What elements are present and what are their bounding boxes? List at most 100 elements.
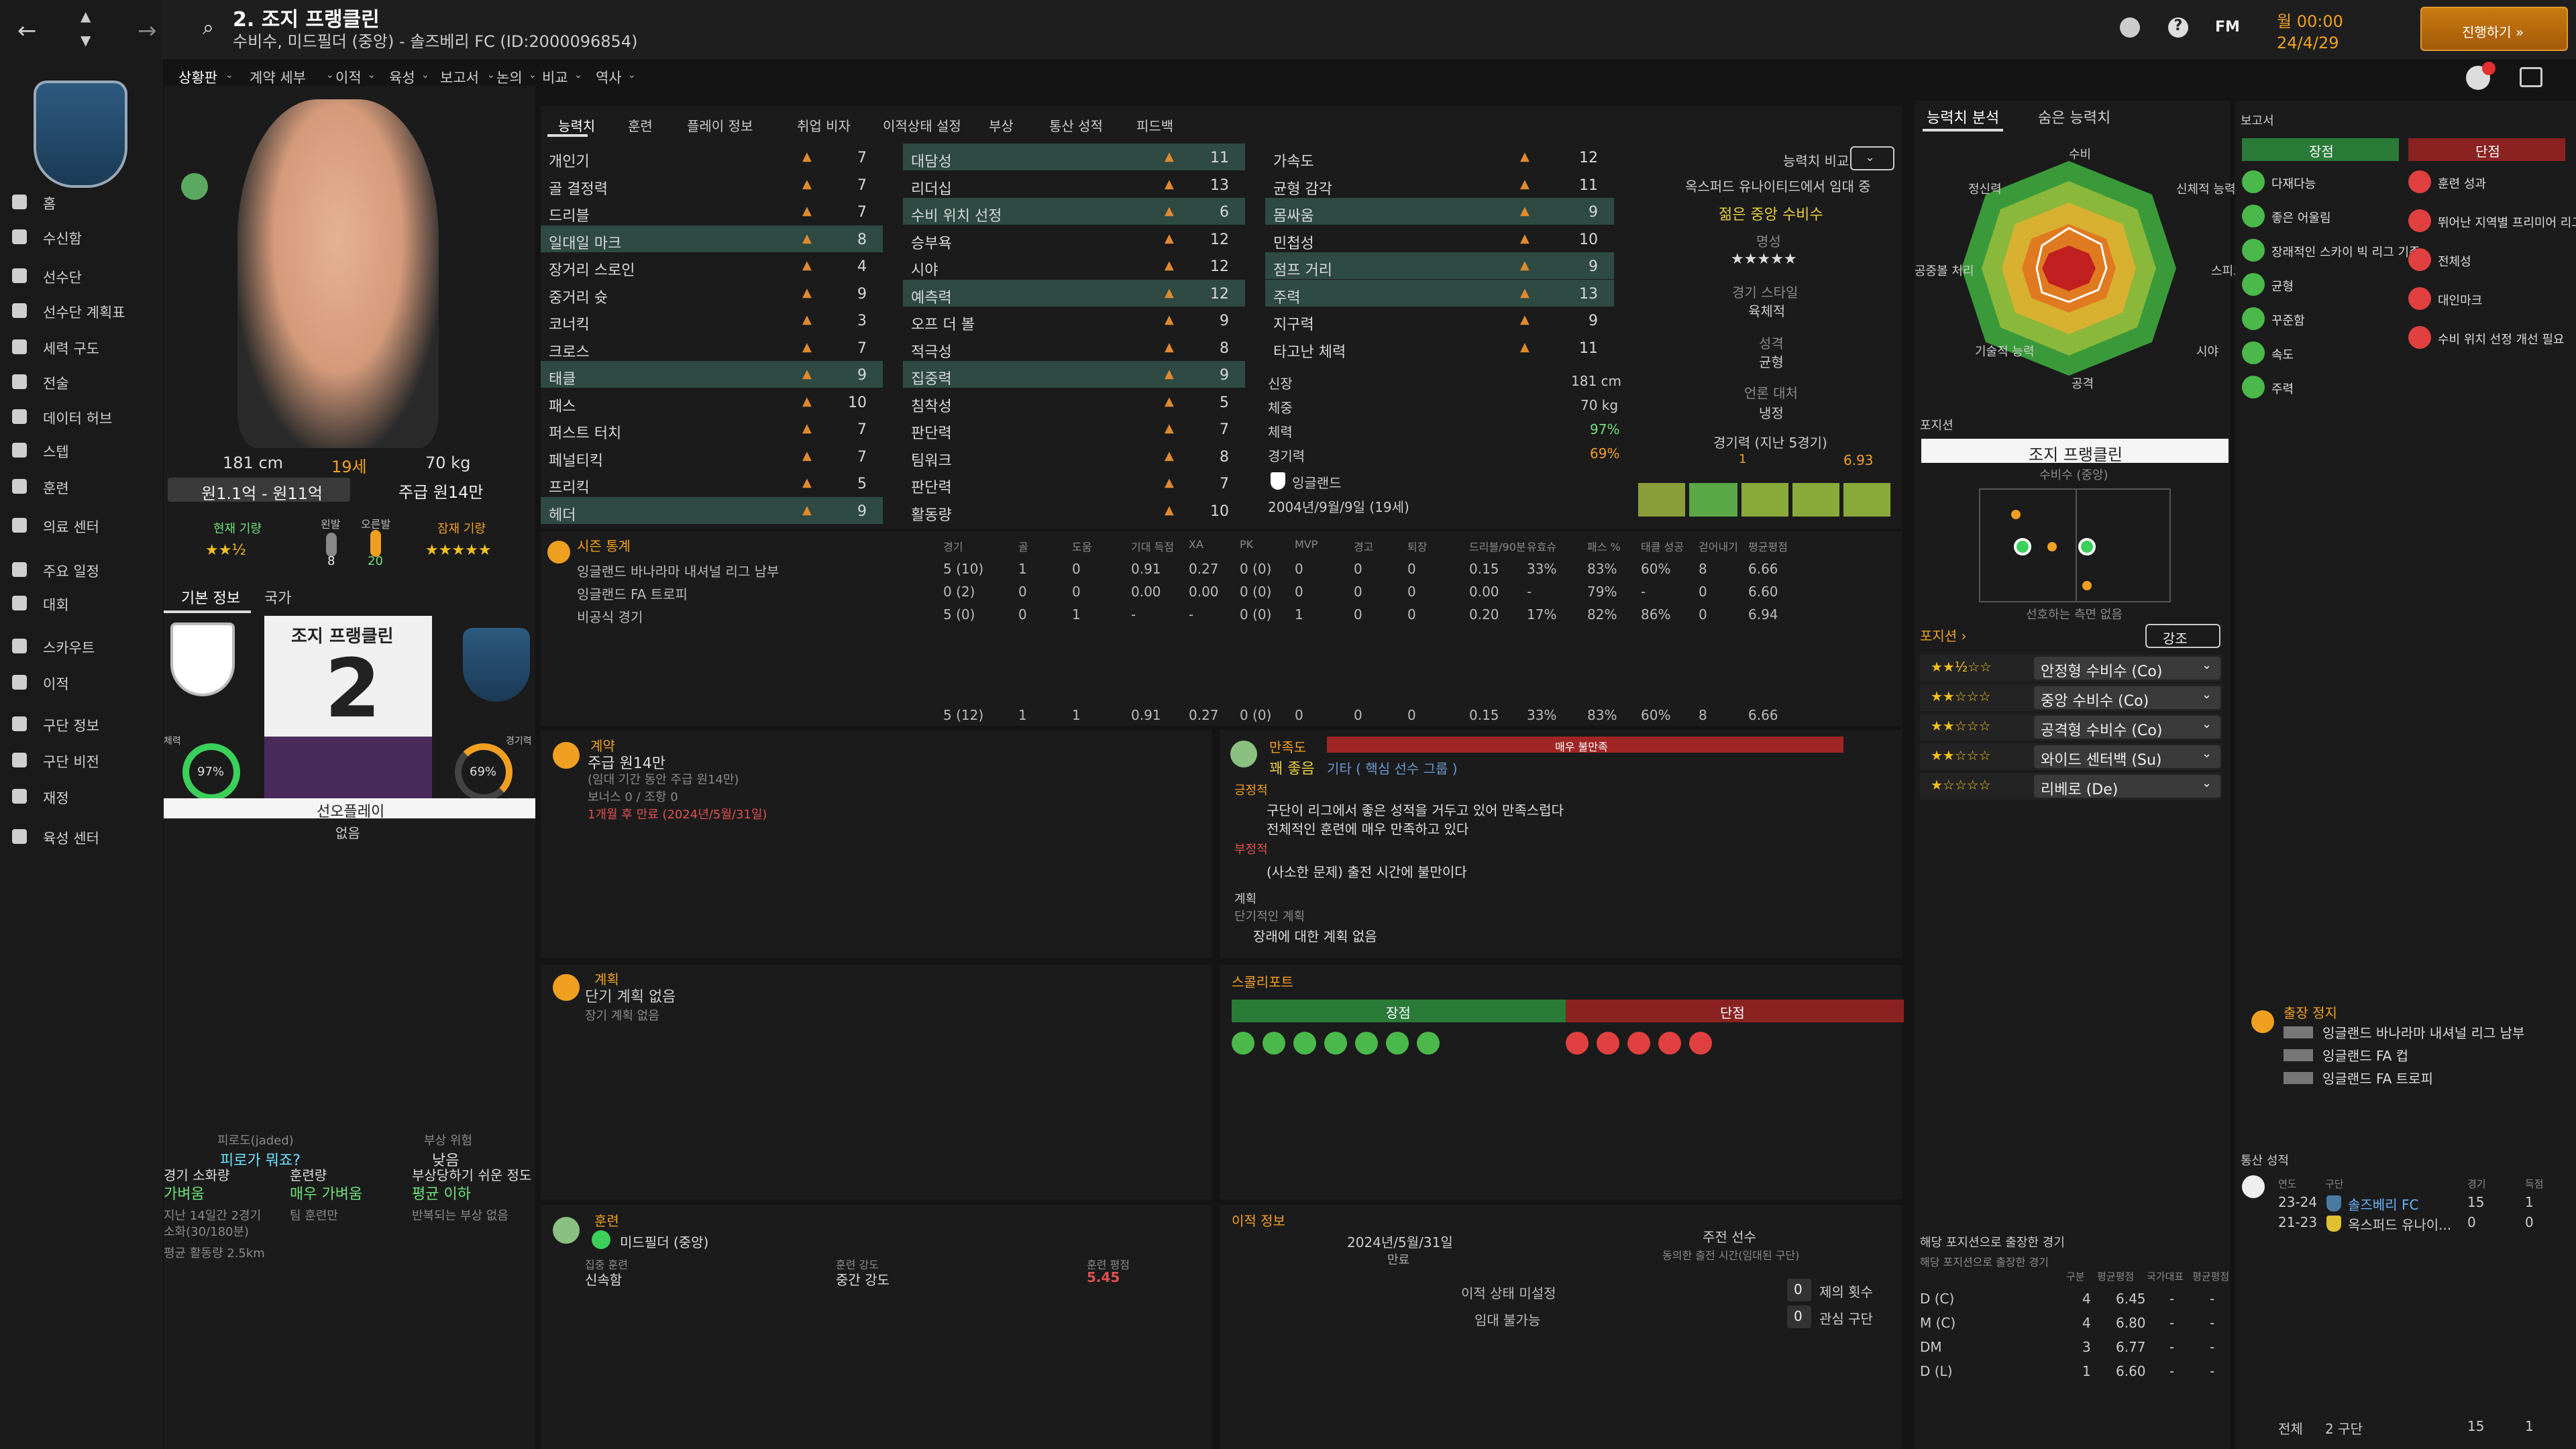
- attribute-row[interactable]: 개인기 ▲ 7: [541, 144, 883, 170]
- tab-attr-analysis[interactable]: 능력치 분석: [1927, 110, 2000, 127]
- attribute-row[interactable]: 판단력 ▲ 7: [903, 415, 1245, 442]
- scout-title[interactable]: 스콜리포트: [1232, 974, 1293, 990]
- attribute-row[interactable]: 태클 ▲ 9: [541, 361, 883, 388]
- tab[interactable]: 훈련: [628, 118, 653, 134]
- attribute-row[interactable]: 활동량 ▲ 10: [903, 497, 1245, 524]
- pro-item[interactable]: 다재다능: [2271, 177, 2316, 191]
- attribute-row[interactable]: 점프 거리 ▲ 9: [1265, 252, 1614, 279]
- tab-hidden-attrs[interactable]: 숨은 능력치: [2038, 110, 2111, 127]
- nav-item[interactable]: 보고서: [440, 70, 479, 86]
- sidebar-item[interactable]: 구단 정보: [0, 711, 161, 738]
- attribute-row[interactable]: 지구력 ▲ 9: [1265, 307, 1614, 333]
- role-dropdown[interactable]: 리베로 (De) ⌄: [2034, 775, 2220, 798]
- sidebar-item[interactable]: 대회: [0, 590, 161, 617]
- strength-icon[interactable]: [1355, 1032, 1378, 1055]
- sidebar-item[interactable]: 스텝: [0, 437, 161, 464]
- nav-item[interactable]: 계약 세부: [250, 70, 306, 86]
- attribute-row[interactable]: 승부욕 ▲ 12: [903, 225, 1245, 252]
- pro-item[interactable]: 좋은 어울림: [2271, 211, 2331, 225]
- nav-item[interactable]: 이적: [335, 70, 362, 86]
- attribute-row[interactable]: 예측력 ▲ 12: [903, 279, 1245, 307]
- attribute-row[interactable]: 헤더 ▲ 9: [541, 496, 883, 524]
- weakness-icon[interactable]: [1627, 1032, 1650, 1055]
- weakness-icon[interactable]: [1658, 1032, 1681, 1055]
- sidebar-item[interactable]: 재정: [0, 784, 161, 810]
- sidebar-item[interactable]: 주요 일정: [0, 557, 161, 584]
- pro-item[interactable]: 장래적인 스카이 빅 리그 기준: [2271, 246, 2420, 260]
- sidebar-item[interactable]: 전술: [0, 369, 161, 396]
- sidebar-item[interactable]: 홈: [0, 189, 161, 216]
- suspension-title[interactable]: 출장 정지: [2284, 1005, 2337, 1021]
- con-item[interactable]: 수비 위치 선정 개선 필요: [2438, 333, 2565, 347]
- attribute-row[interactable]: 패스 ▲ 10: [541, 388, 883, 415]
- attribute-row[interactable]: 집중력 ▲ 9: [903, 361, 1245, 388]
- role-dropdown[interactable]: 안정형 수비수 (Co) ⌄: [2034, 657, 2220, 680]
- attribute-row[interactable]: 침착성 ▲ 5: [903, 388, 1245, 415]
- attribute-row[interactable]: 코너킥 ▲ 3: [541, 307, 883, 333]
- sidebar-item[interactable]: 육성 센터: [0, 824, 161, 851]
- strength-icon[interactable]: [1232, 1032, 1254, 1055]
- position-role-row[interactable]: ★★☆☆☆ 와이드 센터백 (Su) ⌄: [1920, 743, 2222, 770]
- back-icon[interactable]: ←: [17, 17, 37, 44]
- stats-row[interactable]: 잉글랜드 FA 트로피 0 (2) 0 0 0.00 0.00 0 (0) 0 0 0 0.00 - 7…: [541, 581, 1896, 602]
- position-role-row[interactable]: ★★☆☆☆ 중앙 수비수 (Co) ⌄: [1920, 684, 2222, 711]
- position-role-row[interactable]: ★★☆☆☆ 공격형 수비수 (Co) ⌄: [1920, 714, 2222, 741]
- chevron-down-icon[interactable]: ▼: [80, 32, 91, 48]
- sidebar-item[interactable]: 이적: [0, 669, 161, 696]
- sidebar-item[interactable]: 구단 비전: [0, 747, 161, 774]
- attribute-row[interactable]: 페널티킥 ▲ 7: [541, 443, 883, 470]
- sidebar-item[interactable]: 데이터 허브: [0, 404, 161, 431]
- pro-item[interactable]: 균형: [2271, 280, 2294, 294]
- contract-title[interactable]: 계약: [590, 738, 615, 754]
- attribute-row[interactable]: 주력 ▲ 13: [1265, 279, 1614, 307]
- positions-title[interactable]: 포지션 ›: [1920, 628, 1967, 644]
- stats-title[interactable]: 시즌 통계: [577, 538, 631, 554]
- help-icon[interactable]: ?: [2168, 17, 2188, 38]
- position-filter-dropdown[interactable]: 강조: [2145, 624, 2220, 648]
- sidebar-item[interactable]: 수신함: [0, 224, 161, 251]
- tab[interactable]: 능력치: [558, 118, 596, 134]
- tab[interactable]: 취업 비자: [797, 118, 851, 134]
- fm-logo[interactable]: FM: [2215, 19, 2240, 36]
- attribute-row[interactable]: 퍼스트 터치 ▲ 7: [541, 415, 883, 442]
- sidebar-item[interactable]: 선수단: [0, 263, 161, 290]
- continue-button[interactable]: 진행하기 »: [2420, 7, 2568, 51]
- career-cell[interactable]: 솔즈베리 FC: [2348, 1197, 2419, 1213]
- stats-row[interactable]: 잉글랜드 바나라마 내셔널 리그 남부 5 (10) 1 0 0.91 0.27 0 (0)…: [541, 558, 1896, 580]
- nav-item[interactable]: 역사: [596, 70, 622, 86]
- weakness-icon[interactable]: [1597, 1032, 1619, 1055]
- tab[interactable]: 통산 성적: [1049, 118, 1103, 134]
- nav-item[interactable]: 상황판: [178, 70, 217, 86]
- nav-item[interactable]: 논의: [496, 70, 523, 86]
- role-dropdown[interactable]: 공격형 수비수 (Co) ⌄: [2034, 716, 2220, 739]
- attribute-row[interactable]: 판단력 ▲ 7: [903, 470, 1245, 496]
- attribute-row[interactable]: 리더십 ▲ 13: [903, 171, 1245, 198]
- sidebar-item[interactable]: 스카우트: [0, 633, 161, 660]
- pro-item[interactable]: 꾸준함: [2271, 314, 2305, 328]
- role-dropdown[interactable]: 중앙 수비수 (Co) ⌄: [2034, 686, 2220, 710]
- plan-title[interactable]: 계획: [594, 971, 619, 987]
- strength-icon[interactable]: [1263, 1032, 1285, 1055]
- layout-icon[interactable]: [2520, 67, 2542, 87]
- attribute-row[interactable]: 가속도 ▲ 12: [1265, 144, 1614, 170]
- nav-item[interactable]: 육성: [389, 70, 415, 86]
- attribute-row[interactable]: 몸싸움 ▲ 9: [1265, 198, 1614, 225]
- con-item[interactable]: 훈련 성과: [2438, 177, 2486, 191]
- sidebar-item[interactable]: 훈련: [0, 474, 161, 500]
- attribute-row[interactable]: 오프 더 볼 ▲ 9: [903, 307, 1245, 333]
- attribute-row[interactable]: 균형 감각 ▲ 11: [1265, 171, 1614, 198]
- tab[interactable]: 부상: [989, 118, 1014, 134]
- search-icon[interactable]: ⌕: [203, 16, 214, 40]
- attribute-row[interactable]: 드리블 ▲ 7: [541, 198, 883, 225]
- attribute-row[interactable]: 중거리 슛 ▲ 9: [541, 280, 883, 307]
- attribute-row[interactable]: 대담성 ▲ 11: [903, 144, 1245, 170]
- compare-dropdown[interactable]: ⌄: [1850, 146, 1894, 170]
- world-icon[interactable]: [2120, 17, 2140, 38]
- happiness-title[interactable]: 만족도: [1269, 739, 1307, 755]
- sidebar-item[interactable]: 의료 센터: [0, 513, 161, 539]
- tab[interactable]: 이적상태 설정: [883, 118, 961, 134]
- attribute-row[interactable]: 프리킥 ▲ 5: [541, 470, 883, 496]
- sidebar-item[interactable]: 선수단 계획표: [0, 298, 161, 325]
- role-dropdown[interactable]: 와이드 센터백 (Su) ⌄: [2034, 745, 2220, 769]
- chevron-up-icon[interactable]: ▲: [80, 8, 91, 24]
